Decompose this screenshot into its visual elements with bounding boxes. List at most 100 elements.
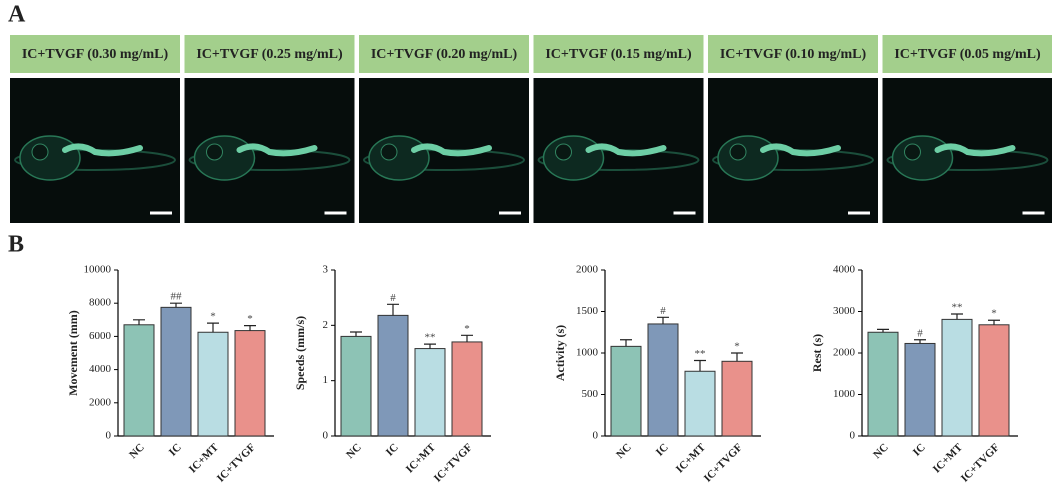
header-box xyxy=(359,35,529,73)
significance: * xyxy=(210,311,216,323)
fish-gut xyxy=(760,143,841,157)
image-header: IC+TVGF (0.20 mg/mL) xyxy=(371,47,518,62)
error-bar xyxy=(657,316,669,324)
y-tick-label: 2000 xyxy=(833,347,856,359)
error-bar xyxy=(694,359,706,372)
error-bar xyxy=(731,352,743,362)
significance: * xyxy=(991,308,997,320)
y-tick-label: 4000 xyxy=(89,363,112,375)
bar xyxy=(978,324,1010,437)
image-header: IC+TVGF (0.15 mg/mL) xyxy=(545,47,692,62)
y-tick-label: 2000 xyxy=(576,264,599,276)
fish xyxy=(712,135,874,181)
bar xyxy=(414,348,446,437)
error-bar xyxy=(424,343,436,349)
bar xyxy=(451,341,483,437)
fish xyxy=(14,135,176,181)
y-axis-label: Speeds (mm/s) xyxy=(293,316,307,390)
significance: * xyxy=(734,341,740,353)
bar xyxy=(123,324,155,437)
fish-head xyxy=(717,135,779,181)
fish-gut xyxy=(411,143,492,157)
y-tick-label: 500 xyxy=(582,388,599,400)
fish-eye xyxy=(380,143,398,161)
image-header: IC+TVGF (0.30 mg/mL) xyxy=(22,47,169,62)
bar xyxy=(721,360,753,437)
significance: # xyxy=(917,327,923,339)
x-tick-label: IC+TVGF xyxy=(432,441,475,484)
y-tick-label: 1 xyxy=(323,374,329,386)
y-tick-label: 8000 xyxy=(89,297,112,309)
error-bar xyxy=(461,334,473,342)
error-bar xyxy=(988,319,1000,325)
error-bar xyxy=(914,339,926,344)
bar xyxy=(647,323,679,437)
bar xyxy=(377,314,409,437)
header-box xyxy=(882,35,1052,73)
fish xyxy=(363,135,525,181)
fish-head xyxy=(19,135,81,181)
y-tick-label: 1500 xyxy=(576,305,599,317)
x-tick-label: IC+TVGF xyxy=(702,441,745,484)
fish xyxy=(188,135,351,181)
significance: * xyxy=(247,313,253,325)
x-tick-label: IC+MT xyxy=(404,441,439,476)
fish xyxy=(886,135,1049,181)
bar xyxy=(941,318,973,437)
y-tick-label: 0 xyxy=(850,430,856,442)
y-axis-label: Movement (mm) xyxy=(66,310,80,396)
error-bar xyxy=(951,313,963,320)
x-tick-label: IC xyxy=(384,441,401,458)
significance: # xyxy=(390,292,396,304)
y-tick-label: 1000 xyxy=(833,388,856,400)
bar xyxy=(867,331,899,437)
y-tick-label: 4000 xyxy=(833,264,856,276)
fish-gut xyxy=(236,143,318,157)
x-tick-label: NC xyxy=(127,441,147,461)
x-tick-label: IC xyxy=(167,441,184,458)
y-tick-label: 2 xyxy=(323,319,329,331)
x-tick-label: IC+TVGF xyxy=(215,441,258,484)
fish-eye xyxy=(904,143,921,161)
image-header: IC+TVGF (0.05 mg/mL) xyxy=(894,47,1041,62)
y-tick-label: 10000 xyxy=(84,264,112,276)
error-bar xyxy=(387,303,399,316)
fish-head xyxy=(542,135,605,181)
header-box xyxy=(708,35,878,73)
image-header: IC+TVGF (0.10 mg/mL) xyxy=(720,47,867,62)
bar xyxy=(234,330,266,437)
fish-eye xyxy=(729,143,747,161)
fish-gut xyxy=(585,143,667,157)
error-bar xyxy=(244,325,256,331)
significance: ** xyxy=(425,332,436,344)
error-bar xyxy=(170,302,182,308)
error-bar xyxy=(133,319,145,325)
y-tick-label: 3 xyxy=(323,264,329,276)
x-tick-label: IC xyxy=(654,441,671,458)
significance: ** xyxy=(695,348,706,360)
fish-gut xyxy=(62,143,143,157)
error-bar xyxy=(877,328,889,333)
significance: # xyxy=(660,305,666,317)
y-axis-label: Rest (s) xyxy=(810,334,824,372)
panel-label: B xyxy=(8,232,24,258)
error-bar xyxy=(620,339,632,347)
panel-label: A xyxy=(8,2,26,28)
y-tick-label: 0 xyxy=(106,430,112,442)
fish-head xyxy=(891,135,954,181)
y-tick-label: 6000 xyxy=(89,330,112,342)
bar xyxy=(160,306,192,437)
header-box xyxy=(10,35,180,73)
y-tick-label: 1000 xyxy=(576,347,599,359)
y-tick-label: 0 xyxy=(323,430,329,442)
header-box xyxy=(184,35,355,73)
y-tick-label: 3000 xyxy=(833,305,856,317)
x-tick-label: NC xyxy=(614,441,634,461)
x-tick-label: NC xyxy=(871,441,891,461)
significance: ** xyxy=(952,302,963,314)
y-tick-label: 0 xyxy=(593,430,599,442)
significance: * xyxy=(464,323,470,335)
bar xyxy=(904,342,936,437)
x-tick-label: IC+TVGF xyxy=(959,441,1002,484)
